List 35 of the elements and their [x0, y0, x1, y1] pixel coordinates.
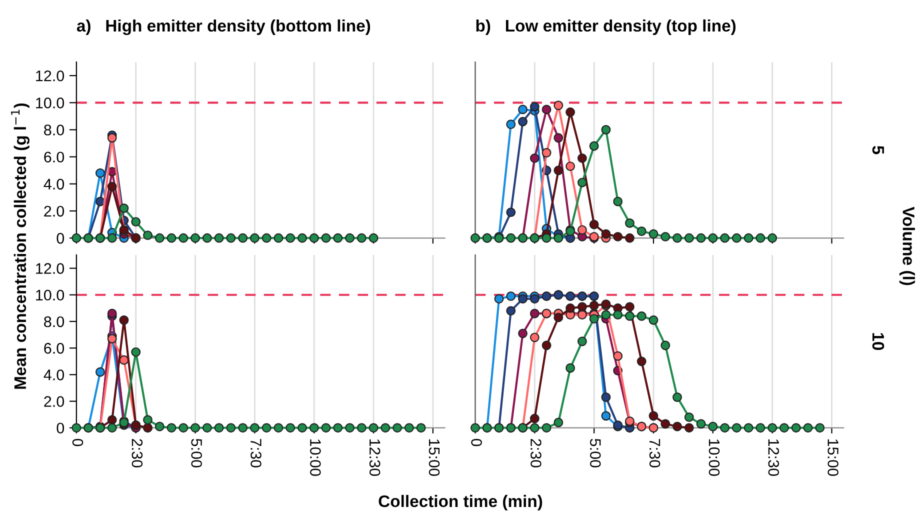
text: Volume (l): [899, 206, 915, 286]
y-tick-label: 10.0: [36, 98, 64, 108]
x-tick-label: 0: [72, 438, 84, 446]
y-tick-label: 8.0: [44, 316, 64, 328]
y-tick-label: 4.0: [44, 178, 64, 190]
y-tick-label: 12.0: [36, 70, 64, 82]
y-tick-label: 0: [56, 232, 64, 244]
text: 5: [872, 146, 884, 154]
y-tick-label: 4.0: [44, 370, 64, 380]
x-axis-title: Collection time (min): [378, 494, 542, 510]
x-tick-label: 7:30: [649, 439, 660, 468]
x-tick-label: 2:30: [132, 439, 143, 468]
y-tick-label: 0: [56, 422, 64, 434]
y-tick-label: 6.0: [44, 342, 64, 354]
y-tick-label: 6.0: [44, 152, 64, 163]
y-tick-label: 12.0: [36, 263, 64, 274]
y-axis-title: Mean concentration collected (g l$^{−1}$): [11, 103, 30, 389]
x-tick-label: 7:30: [250, 439, 262, 468]
y-tick-label: 8.0: [44, 124, 64, 136]
x-tick-label: 0: [471, 438, 482, 446]
text: 10: [872, 333, 884, 350]
x-tick-label: 15:00: [428, 439, 440, 476]
chart-title: b) Low emitter density (top line): [476, 19, 736, 35]
x-tick-label: 5:00: [191, 438, 202, 468]
x-tick-label: 2:30: [530, 439, 542, 468]
y-tick-label: 2.0: [44, 396, 64, 407]
x-tick-label: 12:30: [369, 439, 380, 476]
x-tick-label: 10:00: [708, 439, 720, 476]
x-tick-label: 15:00: [828, 439, 838, 476]
y-tick-label: 10.0: [36, 290, 64, 301]
x-tick-label: 5:00: [590, 438, 601, 468]
y-tick-label: 2.0: [44, 206, 64, 217]
x-tick-label: 10:00: [310, 439, 321, 476]
chart-title: a) High emitter density (bottom line): [76, 19, 370, 36]
x-tick-label: 12:30: [768, 439, 780, 476]
